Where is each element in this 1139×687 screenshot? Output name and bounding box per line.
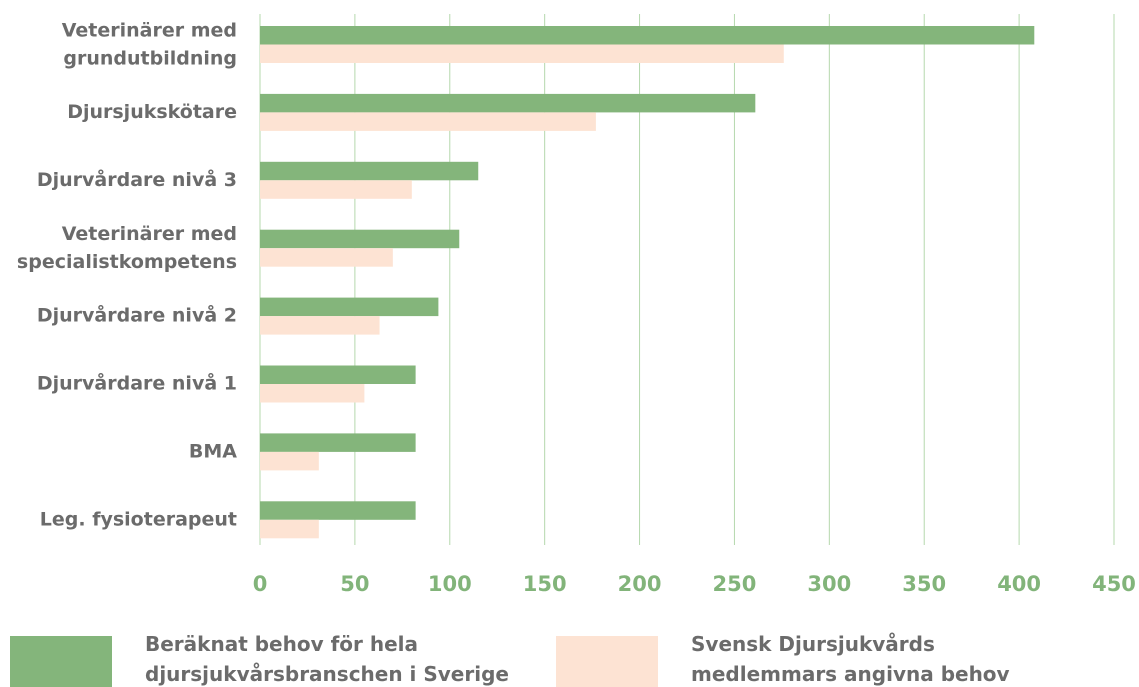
bar	[260, 519, 319, 539]
bar	[260, 451, 319, 471]
legend-swatch	[556, 636, 658, 687]
bar	[260, 501, 416, 520]
y-tick-label: Leg. fysioterapeut	[40, 508, 237, 530]
y-tick-label: BMA	[189, 440, 237, 462]
bar	[260, 26, 1035, 45]
x-tick-label: 50	[340, 572, 369, 596]
bar	[260, 297, 439, 317]
x-tick-label: 300	[807, 572, 851, 596]
y-tick-label: Djurvårdare nivå 2	[37, 303, 237, 327]
bar	[260, 229, 460, 249]
bar	[260, 161, 479, 181]
x-tick-label: 250	[713, 572, 757, 596]
x-tick-label: 450	[1092, 572, 1136, 596]
x-tick-label: 100	[428, 572, 472, 596]
bar	[260, 365, 416, 384]
x-tick-label: 150	[523, 572, 567, 596]
x-tick-label: 200	[618, 572, 662, 596]
bar	[260, 44, 784, 63]
y-tick-label: Djurvårdare nivå 1	[37, 371, 237, 395]
bar	[260, 316, 380, 335]
legend-swatch	[10, 636, 112, 687]
bar	[260, 433, 416, 452]
x-tick-label: 0	[253, 572, 268, 596]
y-tick-label: Djursjukskötare	[67, 101, 237, 123]
bar	[260, 112, 596, 131]
legend-label: Beräknat behov för hela djursjukvårsbrans…	[145, 632, 509, 686]
bar	[260, 93, 756, 113]
y-tick-label: Veterinärer med grundutbildning	[62, 19, 237, 69]
x-tick-label: 400	[997, 572, 1041, 596]
bar	[260, 180, 412, 199]
x-tick-label: 350	[902, 572, 946, 596]
y-tick-label: Veterinärer med specialistkompetens	[17, 223, 237, 273]
y-tick-label: Djurvårdare nivå 3	[37, 167, 237, 191]
bar	[260, 248, 393, 267]
legend-label: Svensk Djursjukvårds medlemmars angivna b…	[691, 632, 1010, 686]
bar	[260, 384, 365, 403]
